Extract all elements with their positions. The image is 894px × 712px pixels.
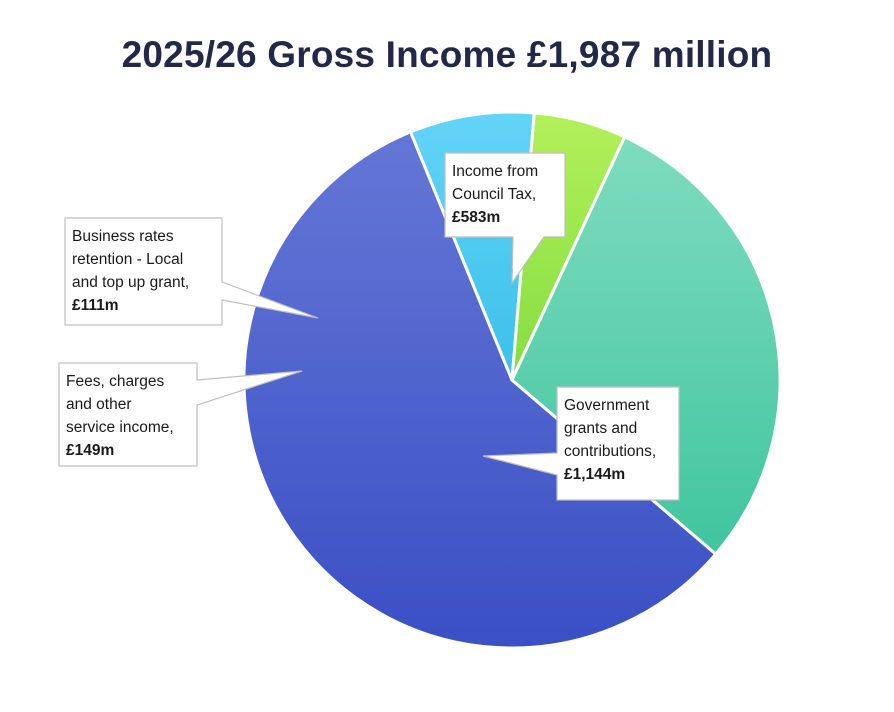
callout-label-ctax: Income from Council Tax, £583m <box>452 160 538 229</box>
callout-label-line: Business rates <box>72 228 174 245</box>
callout-label-line: Council Tax, <box>452 186 537 203</box>
callout-label-line: retention - Local <box>72 251 184 268</box>
callout-box-fees <box>58 362 303 467</box>
callout-label-line: and top up grant, <box>72 274 190 291</box>
callout-label-line: service income, <box>66 419 174 436</box>
callout-box-ctax <box>444 152 566 285</box>
callout-value: £111m <box>72 297 119 314</box>
callout-value: £1,144m <box>564 466 626 483</box>
pie-slice-gov <box>242 130 718 650</box>
callout-label-brr: Business rates retention - Local and top u… <box>72 225 189 317</box>
callout-label-line: and other <box>66 396 132 413</box>
callout-label-line: grants and <box>564 420 638 437</box>
chart-title: 2025/26 Gross Income £1,987 million <box>121 34 773 75</box>
callout-label-gov: Government grants and contributions, £1,144… <box>564 394 656 486</box>
callout-value: £149m <box>66 442 115 459</box>
callout-label-line: Fees, charges <box>66 373 165 390</box>
callout-label-fees: Fees, charges and other service income, £14… <box>66 370 174 462</box>
callout-label-line: contributions, <box>564 443 657 460</box>
callout-label-line: Government <box>564 397 650 414</box>
pie-slice-ctax <box>510 135 782 556</box>
callout-label-line: Income from <box>452 163 539 180</box>
callout-box-brr <box>64 217 319 326</box>
callout-value: £583m <box>452 209 501 226</box>
callout-box-gov <box>482 386 680 501</box>
